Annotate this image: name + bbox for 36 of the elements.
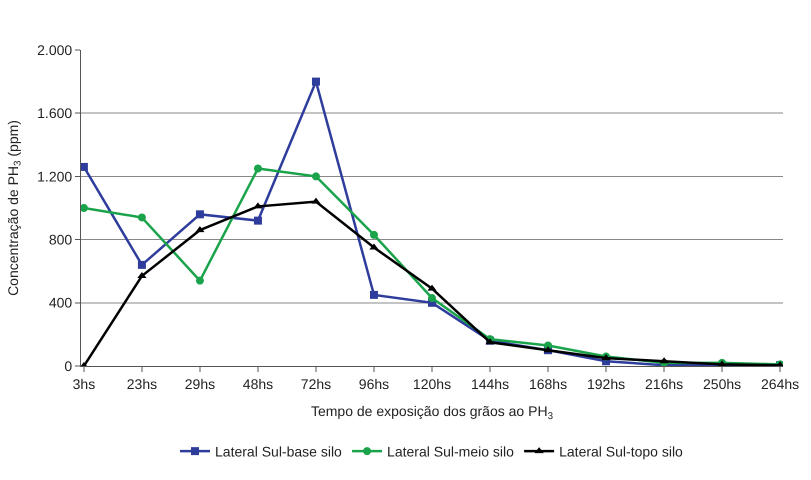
- point: [81, 204, 88, 212]
- x-tick-label: 48hs: [242, 376, 274, 392]
- y-tick-label: 400: [48, 294, 72, 311]
- point: [254, 216, 262, 225]
- legend-label: Lateral Sul-base silo: [215, 444, 342, 460]
- point: [254, 164, 262, 172]
- x-tick-label: 216hs: [644, 376, 684, 392]
- y-tick-label: 0: [64, 358, 72, 374]
- point: [138, 213, 146, 222]
- x-tick-label: 168hs: [528, 376, 568, 392]
- point: [138, 260, 146, 269]
- point: [370, 230, 378, 239]
- x-tick-label: 72hs: [300, 376, 332, 392]
- y-tick-label: 800: [48, 232, 72, 248]
- y-tick-label: 1.600: [37, 105, 72, 122]
- point: [196, 276, 204, 285]
- x-tick-label: 3hs: [72, 376, 96, 392]
- legend-label: Lateral Sul-topo silo: [559, 444, 684, 460]
- x-tick-label: 264hs: [761, 376, 800, 392]
- legend-label: Lateral Sul-meio silo: [387, 444, 514, 460]
- x-tick-label: 192hs: [586, 376, 626, 392]
- y-tick-label: 1.200: [37, 168, 72, 184]
- point: [428, 294, 436, 302]
- x-tick-label: 144hs: [470, 376, 510, 392]
- x-tick-label: 120hs: [412, 376, 452, 392]
- x-tick-label: 29hs: [184, 376, 216, 392]
- point: [196, 210, 204, 218]
- point: [312, 78, 320, 86]
- x-tick-label: 96hs: [358, 376, 390, 392]
- point: [312, 172, 320, 180]
- x-tick-label: 250hs: [703, 376, 742, 392]
- x-tick-label: 23hs: [126, 376, 158, 392]
- x-axis-title: Tempo de exposição dos grãos ao PH$_{3}$: [310, 403, 554, 422]
- y-tick-label: 2.000: [37, 42, 72, 58]
- point: [370, 290, 378, 299]
- point: [81, 162, 88, 171]
